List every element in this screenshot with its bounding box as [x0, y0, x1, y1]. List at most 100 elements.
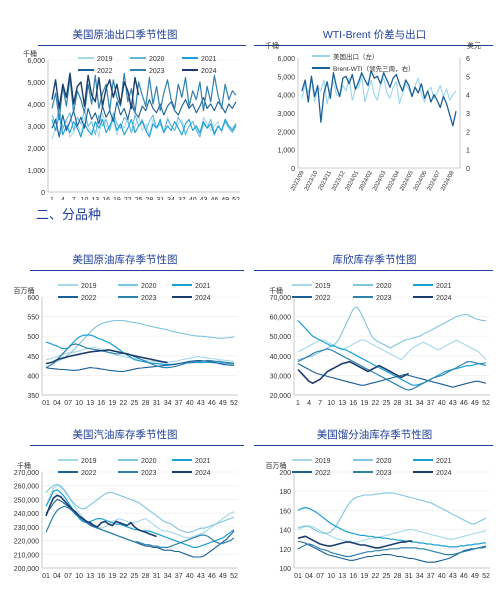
x-tick-label: 31 [405, 573, 413, 580]
x-tick-label: 07 [64, 573, 72, 580]
series-line-2024 [45, 349, 168, 365]
x-tick-label: 37 [427, 573, 435, 580]
y-tick-label: 450 [27, 354, 39, 361]
x-tick-label: 28 [394, 400, 402, 407]
x-tick-label: 16 [97, 573, 105, 580]
x-tick-label: 22 [124, 197, 132, 200]
chart-title: 美国原油出口季节性图 [72, 29, 178, 41]
x-tick-label: 40 [186, 400, 194, 407]
legend-label: 2019 [81, 458, 97, 465]
title-underline [30, 445, 244, 447]
y-tick-label-right: 3 [466, 111, 470, 118]
title-underline [254, 270, 493, 272]
x-tick-label: 49 [471, 573, 479, 580]
series-line-2020 [297, 492, 487, 534]
legend-label: 2020 [141, 458, 157, 465]
legend-label: 2023 [376, 470, 392, 477]
x-tick-label: 40 [438, 573, 446, 580]
series-line-2022 [297, 540, 487, 563]
legend-label: 2021 [195, 283, 211, 290]
x-tick-label: 37 [427, 400, 435, 407]
x-tick-label: 40 [189, 197, 197, 200]
series-line-2024 [51, 72, 140, 110]
x-tick-label: 46 [208, 400, 216, 407]
y-axis-label-right: 美元 [467, 41, 481, 50]
x-tick-label: 37 [178, 197, 186, 200]
y-tick-label-left: 1,000 [277, 148, 295, 155]
x-tick-label: 43 [197, 573, 205, 580]
x-tick-label: 13 [86, 573, 94, 580]
y-tick-label: 140 [279, 528, 291, 535]
series-line-2021 [45, 489, 235, 548]
legend-label: 2021 [436, 458, 452, 465]
x-tick-label: 28 [146, 197, 154, 200]
y-tick-label: 3,000 [27, 124, 45, 131]
x-tick-label: 49 [221, 197, 229, 200]
legend-label: 2019 [315, 458, 331, 465]
series-line-2022 [51, 96, 237, 138]
legend-label: 2023 [141, 295, 157, 302]
x-tick-label: 34 [164, 573, 172, 580]
x-tick-label: 49 [219, 400, 227, 407]
y-tick-label-left: 3,000 [277, 111, 295, 118]
y-tick-label-left: 2,000 [277, 129, 295, 136]
series-line-2020 [45, 319, 235, 365]
legend-label: 2024 [436, 295, 452, 302]
y-tick-label: 20,000 [270, 393, 292, 400]
y-tick-label: 500 [27, 334, 39, 341]
x-tick-label: 37 [175, 400, 183, 407]
legend-label: 2024 [195, 470, 211, 477]
x-tick-label: 28 [394, 573, 402, 580]
x-tick-label: 31 [153, 573, 161, 580]
x-tick-label: 19 [108, 573, 116, 580]
legend-label: 2024 [201, 68, 217, 75]
legend-label: 2024 [436, 470, 452, 477]
y-tick-label-left: 0 [291, 166, 295, 173]
y-tick-label: 270,000 [14, 470, 39, 477]
x-tick-label: 13 [86, 400, 94, 407]
chart-title: 库欣库存季节性图 [332, 254, 417, 266]
x-tick-label: 28 [142, 400, 150, 407]
x-tick-label: 52 [230, 400, 238, 407]
x-tick-label: 4 [61, 197, 65, 200]
x-tick-label: 1 [50, 197, 54, 200]
series-line-2023 [45, 505, 235, 548]
x-tick-label: 07 [316, 573, 324, 580]
x-tick-label: 4 [307, 400, 311, 407]
legend-label: 2021 [195, 458, 211, 465]
y-tick-label: 5,000 [27, 80, 45, 87]
y-axis-label-left: 千桶 [265, 41, 279, 50]
chart-panel-gasoline-stocks: 美国汽油库存季节性图 200,000 210,000 220,000 230,000 2… [0, 420, 250, 602]
x-tick-label: 16 [349, 400, 357, 407]
x-tick-label: 10 [327, 400, 335, 407]
x-tick-label: 40 [186, 573, 194, 580]
unit-label: 百万桶 [14, 286, 35, 295]
y-tick-label: 70,000 [270, 295, 292, 302]
series-line-2023 [297, 348, 487, 391]
x-tick-label: 52 [232, 197, 240, 200]
x-tick-label: 04 [53, 400, 61, 407]
x-tick-label: 22 [120, 573, 128, 580]
legend-label: 2019 [81, 283, 97, 290]
series-line-2021 [297, 506, 486, 548]
y-tick-label: 220,000 [14, 539, 39, 546]
y-tick-label: 0 [41, 190, 45, 197]
x-tick-label: 31 [156, 197, 164, 200]
series-line-2020 [297, 306, 486, 361]
y-tick-label: 240,000 [14, 511, 39, 518]
chart-svg: 200,000 210,000 220,000 230,000 240,000 250,0… [14, 458, 238, 580]
chart-title: 美国汽油库存季节性图 [72, 429, 178, 441]
y-tick-label: 120 [279, 547, 291, 554]
x-tick-label: 37 [175, 573, 183, 580]
x-tick-label: 52 [230, 573, 238, 580]
x-tick-label: 19 [360, 400, 368, 407]
unit-label: 千桶 [269, 286, 283, 295]
y-tick-label: 250,000 [14, 497, 39, 504]
y-tick-label: 2,000 [27, 146, 45, 153]
series-line-2019 [297, 525, 487, 543]
x-tick-label: 16 [102, 197, 110, 200]
x-tick-label: 34 [164, 400, 172, 407]
x-tick-label: 19 [108, 400, 116, 407]
y-tick-label-right: 6 [466, 56, 470, 63]
